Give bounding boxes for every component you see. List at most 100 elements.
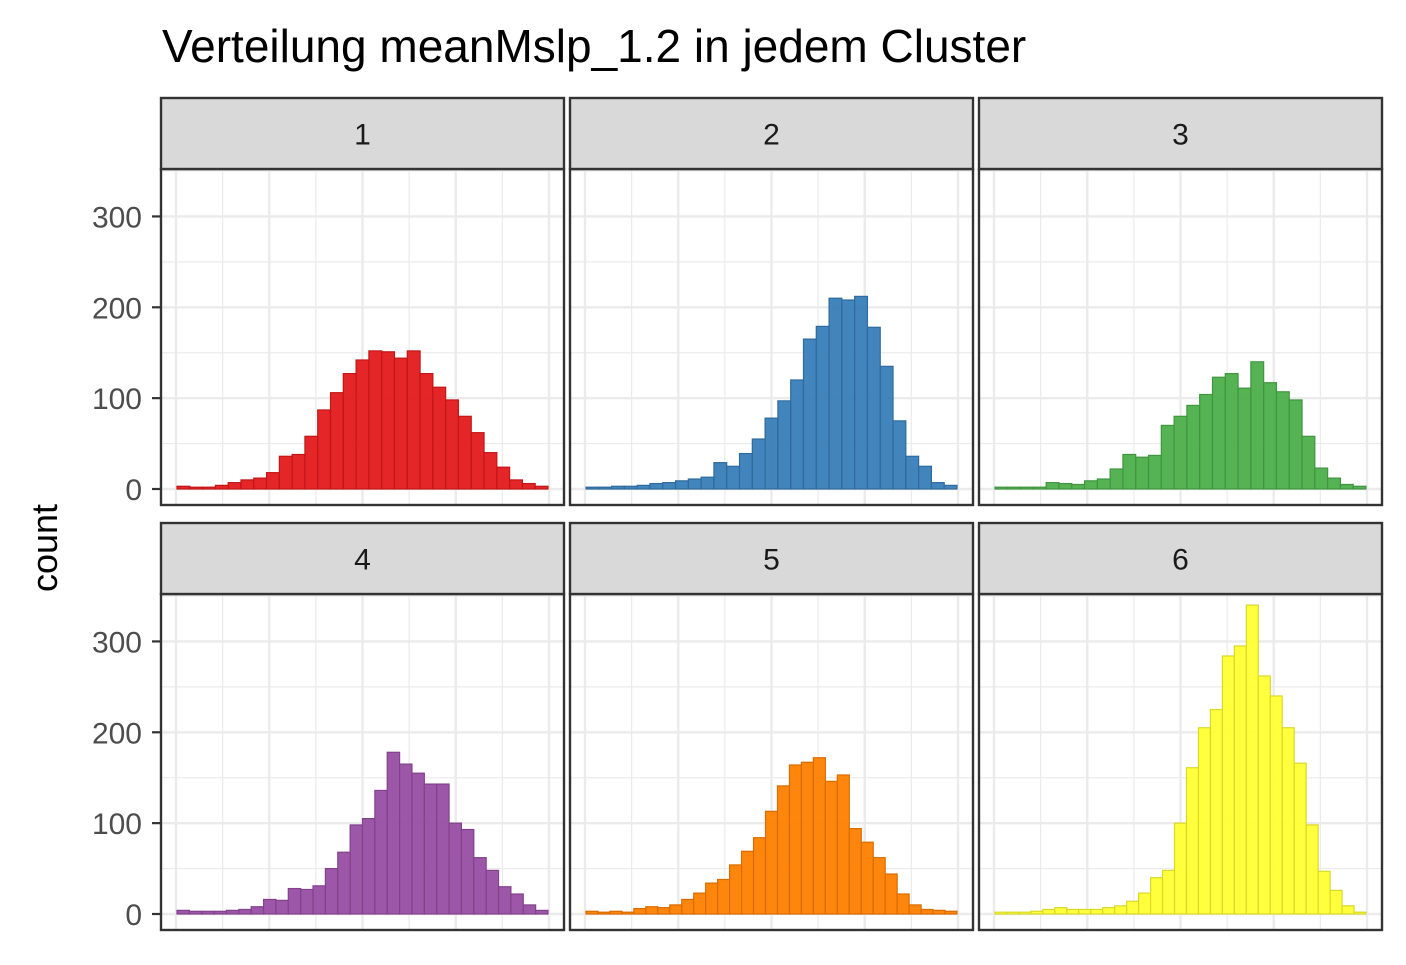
histogram-bar (790, 379, 805, 490)
histogram-bar (854, 295, 869, 490)
histogram-bar (253, 477, 268, 490)
histogram-bar (411, 772, 425, 915)
histogram-bar (1185, 767, 1200, 915)
histogram-bar (225, 909, 240, 915)
histogram-bar (188, 910, 203, 915)
histogram-bar (300, 888, 314, 915)
histogram-bar (726, 465, 741, 490)
facet-panels: 1 2 3 4 5 6 (159, 96, 1384, 932)
histogram-bar (304, 435, 319, 490)
histogram-bar (1161, 869, 1176, 915)
histogram-bar (510, 893, 524, 915)
histogram-bar (932, 909, 946, 915)
histogram-bar (609, 910, 623, 915)
histogram-bar (713, 462, 728, 490)
histogram-bar (386, 751, 401, 915)
histogram-bar (361, 817, 376, 915)
chart-title: Verteilung meanMslp_1.2 in jedem Cluster (162, 20, 1026, 72)
facet-strip-label: 1 (354, 119, 371, 152)
histogram-bar (393, 357, 408, 490)
histogram-bar (645, 906, 659, 915)
histogram-bar (496, 466, 511, 490)
facet-panel-5: 5 (568, 521, 975, 932)
histogram-bar (740, 850, 755, 915)
facet-panel-3: 3 (977, 96, 1384, 507)
histogram-bar (189, 486, 204, 490)
histogram-bar (227, 482, 242, 490)
histogram-bar (1126, 900, 1140, 915)
histogram-bar (717, 878, 731, 915)
histogram-bar (1199, 393, 1214, 490)
histogram-bar (802, 338, 817, 490)
histogram-bar (1250, 361, 1265, 490)
histogram-bar (1147, 454, 1162, 490)
histogram-bar (943, 484, 958, 490)
histogram-bar (291, 453, 306, 490)
histogram-bar (176, 909, 190, 915)
facet-strip-label: 4 (354, 544, 371, 577)
histogram-bar (238, 908, 252, 915)
histogram-bar (287, 887, 302, 915)
y-tick-label: 100 (92, 383, 142, 416)
histogram-bar (1305, 824, 1319, 915)
histogram-bar (522, 904, 537, 915)
histogram-bar (681, 898, 695, 915)
histogram-bar (836, 774, 850, 915)
histogram-bar (633, 907, 647, 915)
histogram-bar (1339, 483, 1354, 490)
histogram-bar (848, 827, 862, 915)
histogram-bar (329, 392, 344, 490)
histogram-bar (1211, 376, 1226, 490)
histogram-bar (1160, 424, 1175, 490)
histogram-bar (1066, 908, 1080, 915)
histogram-bar (1317, 870, 1331, 915)
histogram-bar (1233, 645, 1247, 915)
histogram-bar (920, 908, 934, 915)
facet-strip (977, 96, 1384, 171)
histogram-bar (275, 899, 289, 915)
histogram-bar (610, 485, 625, 490)
histogram-bar (423, 783, 438, 915)
histogram-bar (1341, 905, 1355, 915)
histogram-bar (406, 350, 421, 490)
facet-strip-label: 6 (1172, 544, 1189, 577)
histogram-bar (777, 400, 792, 490)
histogram-bar (1209, 708, 1223, 915)
histogram-bar (317, 409, 332, 490)
histogram-bar (585, 486, 600, 490)
histogram-bar (473, 857, 487, 915)
histogram-bar (436, 783, 450, 915)
histogram-bar (892, 420, 907, 490)
histogram-bar (1221, 655, 1235, 915)
histogram-bar (700, 476, 715, 490)
histogram-bar (1006, 911, 1020, 915)
histogram-bar (729, 864, 743, 915)
histogram-bar (1114, 905, 1128, 915)
histogram-bar (994, 911, 1008, 915)
histogram-bar (432, 386, 447, 490)
histogram-bar (1018, 911, 1032, 915)
histogram-bar (918, 465, 933, 490)
histogram-bar (470, 432, 485, 490)
histogram-bar (448, 822, 463, 915)
y-tick-label: 0 (125, 474, 142, 507)
facet-strip-label: 5 (763, 544, 780, 577)
histogram-bar (800, 761, 814, 915)
histogram-bar (381, 351, 396, 490)
histogram-bar (1281, 727, 1295, 915)
histogram-bar (1257, 675, 1271, 915)
histogram-bar (585, 910, 599, 915)
histogram-bar (1078, 908, 1092, 915)
histogram-bar (751, 438, 766, 490)
histogram-bar (1197, 727, 1212, 915)
histogram-bar (896, 893, 910, 915)
histogram-bar (1186, 404, 1201, 490)
histogram-bar (636, 484, 651, 490)
histogram-bar (662, 482, 677, 490)
histogram-bar (776, 785, 791, 915)
histogram-bar (1090, 908, 1104, 915)
histogram-bar (1138, 892, 1152, 915)
histogram-bar (1314, 467, 1329, 490)
histogram-bar (841, 299, 856, 490)
histogram-bar (1288, 399, 1303, 490)
